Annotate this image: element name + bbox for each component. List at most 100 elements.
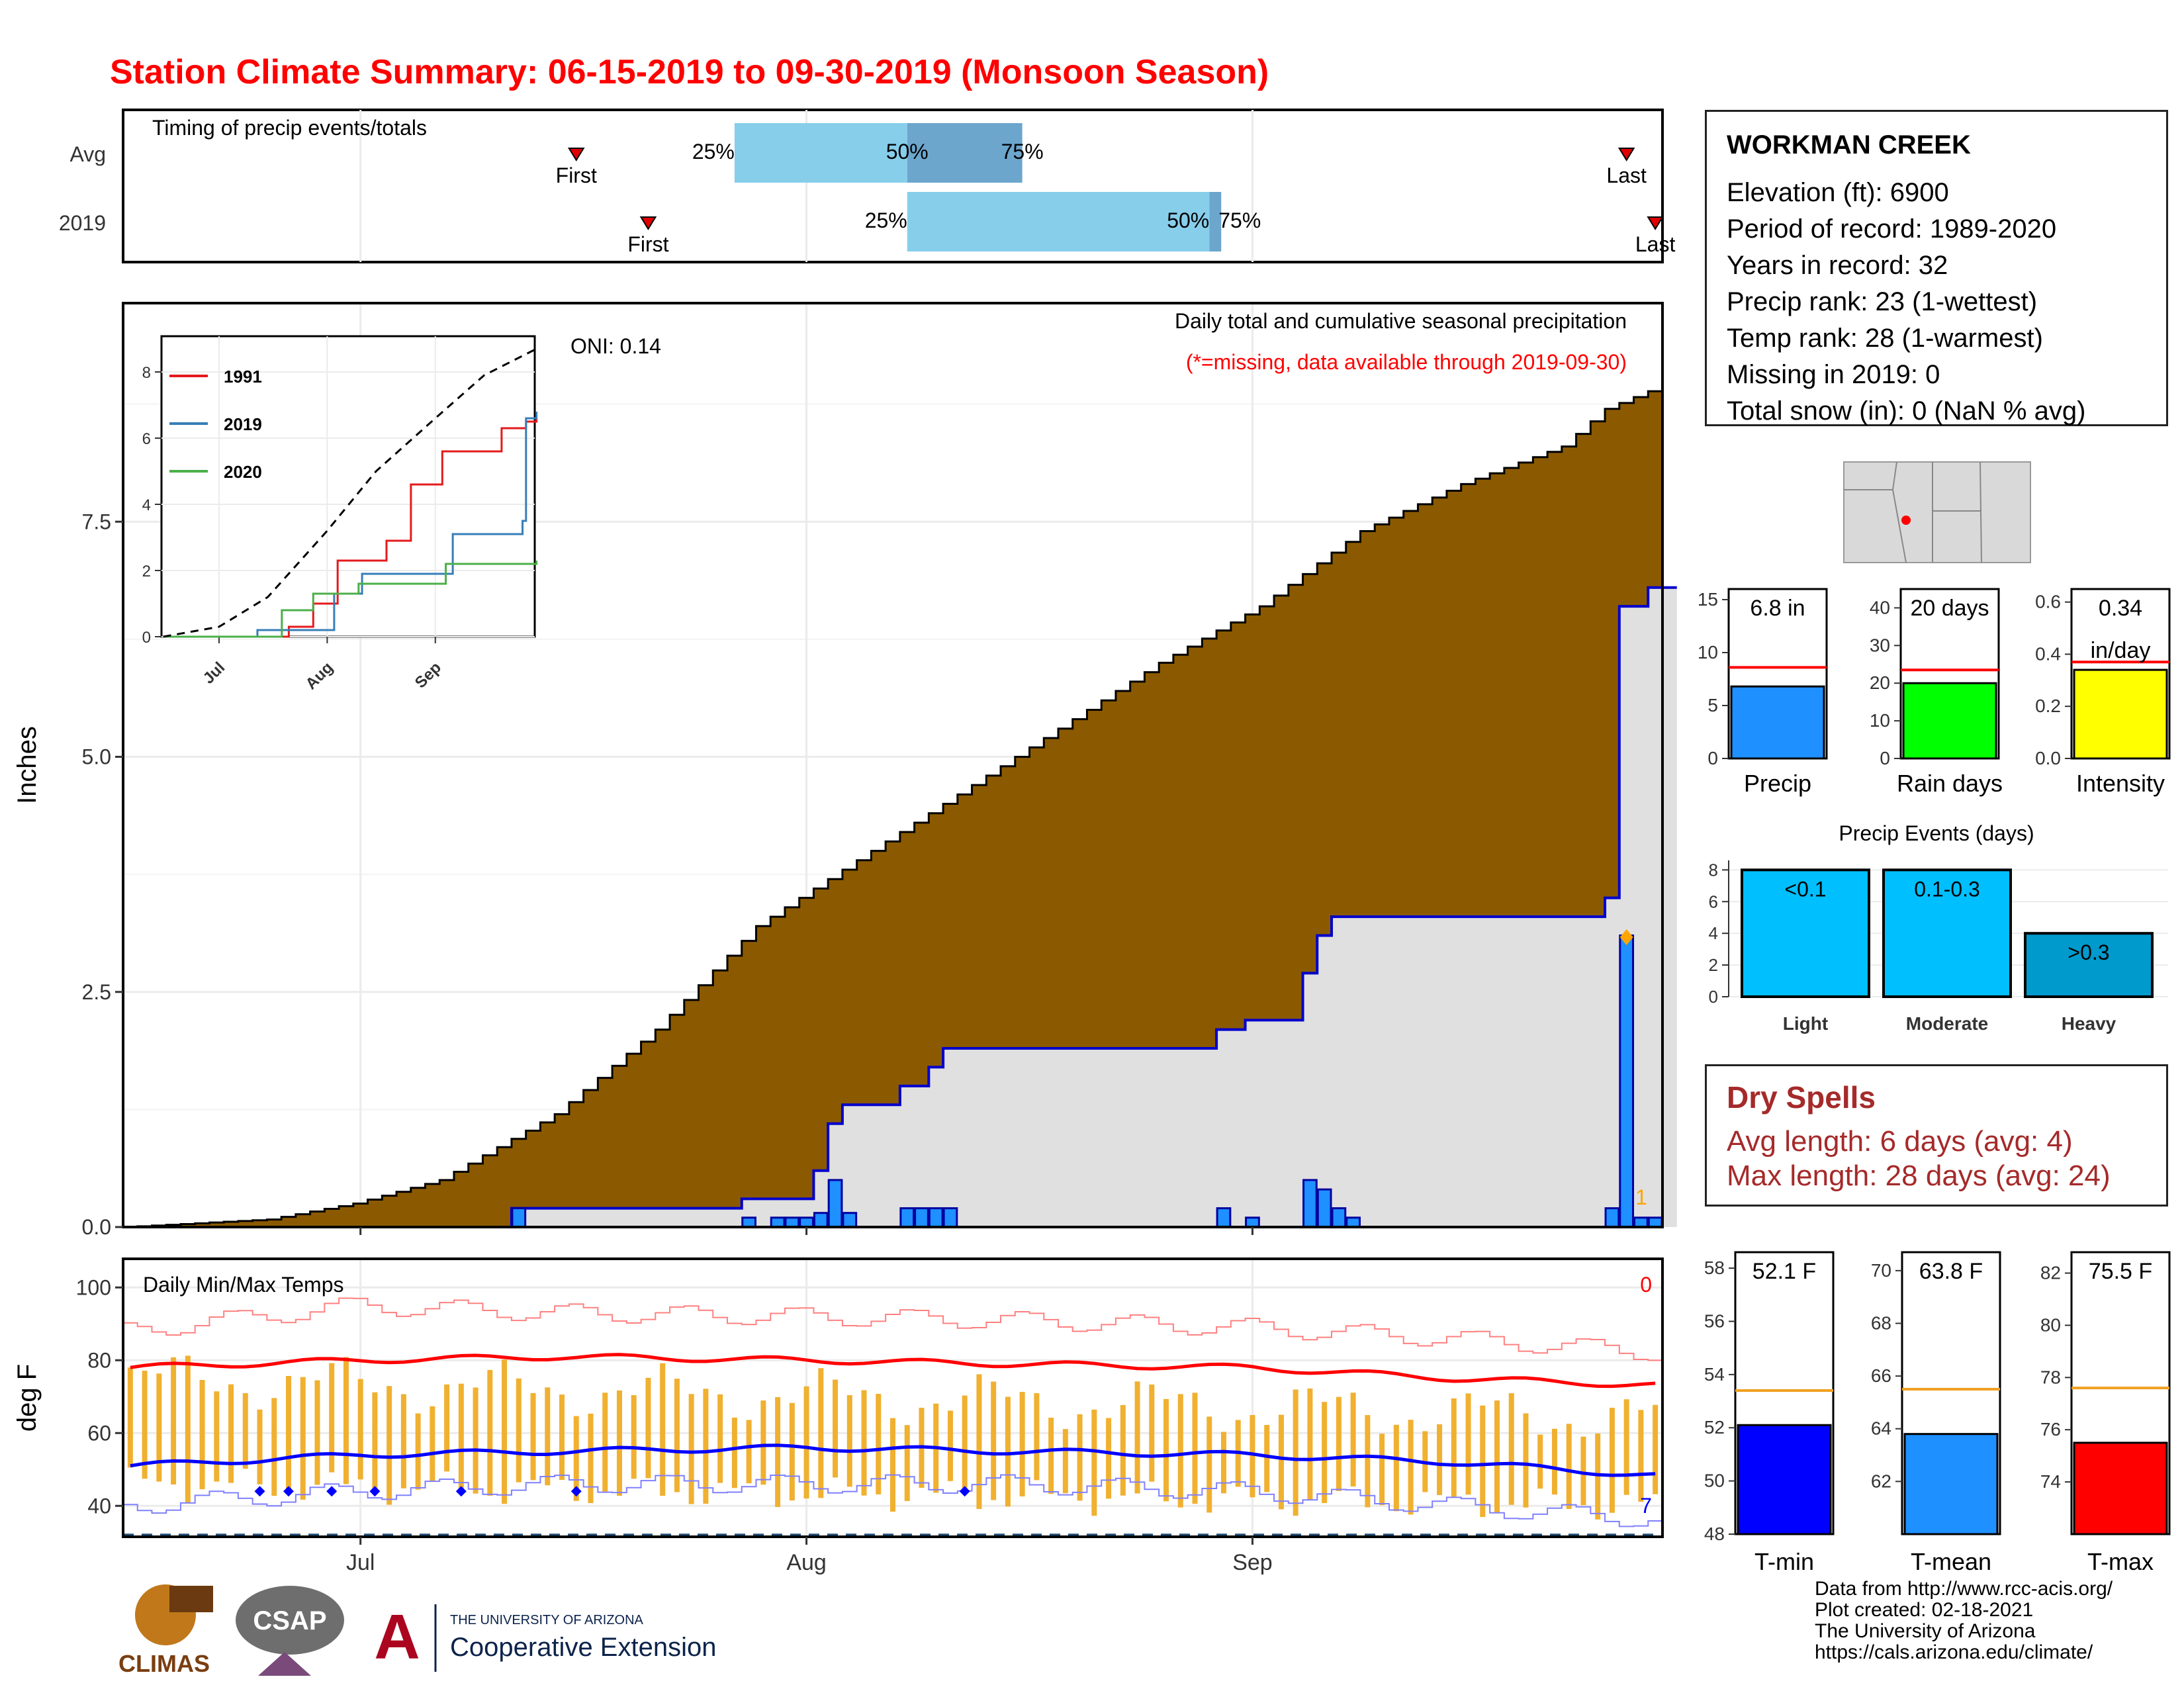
timing-last-label: Last bbox=[1635, 232, 1676, 256]
temp-range-bar bbox=[1465, 1393, 1471, 1495]
mini-temp-ytick-label: 58 bbox=[1704, 1257, 1725, 1278]
mini-precip-ytick-label: 10 bbox=[1870, 710, 1890, 731]
temp-range-bar bbox=[387, 1386, 392, 1505]
temp-range-bar bbox=[314, 1380, 320, 1485]
observed-cumulative-area bbox=[123, 587, 1677, 1227]
tmin-record-line bbox=[123, 1474, 1662, 1528]
mini-temp-ytick-label: 54 bbox=[1704, 1364, 1725, 1385]
temp-range-bar bbox=[185, 1355, 191, 1503]
daily-precip-bar bbox=[799, 1216, 814, 1228]
mini-temp-ytick-label: 52 bbox=[1704, 1417, 1725, 1438]
ua-logo-bottom-text: Cooperative Extension bbox=[450, 1633, 716, 1662]
temp-range-bar bbox=[1523, 1413, 1529, 1508]
credit-line: Data from http://www.rcc-acis.org/ bbox=[1815, 1578, 2113, 1600]
temp-range-bar bbox=[1034, 1393, 1040, 1481]
temp-range-bar bbox=[1379, 1434, 1385, 1506]
daily-precip-bar bbox=[511, 1207, 527, 1228]
mini-precip-value: 6.8 in bbox=[1750, 596, 1805, 621]
ua-logo-icon: A bbox=[374, 1602, 420, 1672]
climas-logo-text: CLIMAS bbox=[118, 1650, 210, 1677]
temp-range-bar bbox=[242, 1393, 248, 1469]
mini-precip-ytick-label: 15 bbox=[1698, 589, 1718, 610]
temp-range-bar bbox=[1264, 1425, 1270, 1492]
temp-range-bar bbox=[991, 1381, 997, 1500]
timing-q50-label: 50% bbox=[1167, 208, 1209, 232]
events-category-label: Heavy bbox=[2062, 1013, 2116, 1034]
mini-temp-bar bbox=[1903, 1433, 1999, 1535]
mini-precip-ytick-label: 0 bbox=[1880, 748, 1890, 768]
daily-precip-bar bbox=[784, 1216, 800, 1228]
station-precip-rank: Precip rank: 23 (1-wettest) bbox=[1727, 287, 2038, 316]
events-ytick-label: 6 bbox=[1709, 891, 1718, 911]
temp-range-bar bbox=[976, 1374, 982, 1509]
temp-range-bar bbox=[1595, 1433, 1601, 1520]
record-low-marker bbox=[369, 1486, 381, 1497]
mini-precip-ytick-label: 30 bbox=[1870, 635, 1890, 655]
temp-range-bar bbox=[1106, 1418, 1112, 1499]
temp-range-bar bbox=[285, 1376, 291, 1490]
temp-range-bar bbox=[430, 1406, 435, 1482]
temp-range-bar bbox=[271, 1398, 277, 1496]
inset-legend-label: 2020 bbox=[224, 462, 262, 482]
precip-note: (*=missing, data available through 2019-… bbox=[1186, 350, 1627, 374]
daily-precip-bar bbox=[1331, 1207, 1347, 1228]
temp-range-bar bbox=[861, 1390, 867, 1496]
temp-range-bar bbox=[846, 1395, 852, 1487]
temp-range-bar bbox=[1494, 1400, 1500, 1514]
record-low-marker bbox=[959, 1486, 970, 1497]
mini-temp-ytick-label: 66 bbox=[1871, 1365, 1891, 1386]
station-missing: Missing in 2019: 0 bbox=[1727, 360, 1940, 389]
events-bar-label: >0.3 bbox=[2068, 940, 2109, 964]
events-ytick-label: 2 bbox=[1709, 955, 1718, 975]
temp-range-bar bbox=[588, 1413, 594, 1504]
mini-precip-ytick-label: 5 bbox=[1707, 695, 1718, 715]
temp-range-bar bbox=[473, 1387, 478, 1494]
temp-range-bar bbox=[631, 1395, 637, 1479]
temp-range-bar bbox=[487, 1369, 493, 1496]
locator-map-borders bbox=[1844, 461, 1982, 563]
mini-precip-label: Rain days bbox=[1897, 770, 2003, 797]
temp-range-bar bbox=[1019, 1392, 1025, 1496]
daily-precip-bar bbox=[928, 1207, 944, 1228]
inset-series-2019 bbox=[163, 412, 538, 638]
timing-q50-label: 50% bbox=[886, 140, 929, 163]
timing-bar-q2 bbox=[1209, 192, 1222, 251]
record-low-marker bbox=[455, 1486, 467, 1497]
daily-precip-bar bbox=[1345, 1216, 1361, 1228]
dry-spells-box: Dry Spells Avg length: 6 days (avg: 4) M… bbox=[1705, 1064, 2168, 1207]
timing-last-label: Last bbox=[1606, 163, 1647, 187]
daily-precip-bar bbox=[1633, 1216, 1649, 1228]
events-bar bbox=[1882, 868, 2012, 998]
temp-range-bar bbox=[1005, 1396, 1011, 1507]
max-precip-marker bbox=[1619, 929, 1633, 945]
record-low-marker bbox=[254, 1486, 265, 1497]
mini-temp-ytick-label: 50 bbox=[1704, 1471, 1725, 1491]
mini-precip-ytick-label: 10 bbox=[1698, 642, 1718, 663]
avg-cumulative-area bbox=[123, 390, 1664, 1228]
temp-range-bar bbox=[1623, 1399, 1629, 1495]
daily-precip-bar bbox=[741, 1216, 756, 1228]
tmax-record-line bbox=[123, 1297, 1662, 1361]
mini-temp-ytick-label: 64 bbox=[1871, 1418, 1891, 1439]
station-period: Period of record: 1989-2020 bbox=[1727, 214, 2057, 244]
daily-precip-bar bbox=[1316, 1188, 1332, 1228]
temp-range-bar bbox=[1062, 1429, 1068, 1494]
temp-range-bar bbox=[1653, 1404, 1659, 1494]
temp-range-bar bbox=[760, 1400, 766, 1485]
temp-range-bar bbox=[214, 1391, 220, 1482]
timing-first-label: First bbox=[556, 163, 597, 187]
temp-ylabel: deg F bbox=[13, 1364, 42, 1432]
temp-range-bar bbox=[372, 1392, 378, 1492]
temp-range-bar bbox=[1250, 1415, 1255, 1498]
temp-range-bar bbox=[947, 1410, 953, 1481]
events-category-label: Light bbox=[1783, 1013, 1828, 1034]
temp-range-bar bbox=[1163, 1398, 1169, 1502]
temp-xtick-label: Aug bbox=[786, 1550, 827, 1575]
events-category-label: Moderate bbox=[1906, 1013, 1988, 1034]
mini-temp-bar bbox=[1737, 1424, 1832, 1535]
timing-bar-q1 bbox=[907, 192, 1210, 251]
temp-range-bar bbox=[530, 1393, 536, 1481]
temp-range-bar bbox=[1451, 1398, 1457, 1497]
